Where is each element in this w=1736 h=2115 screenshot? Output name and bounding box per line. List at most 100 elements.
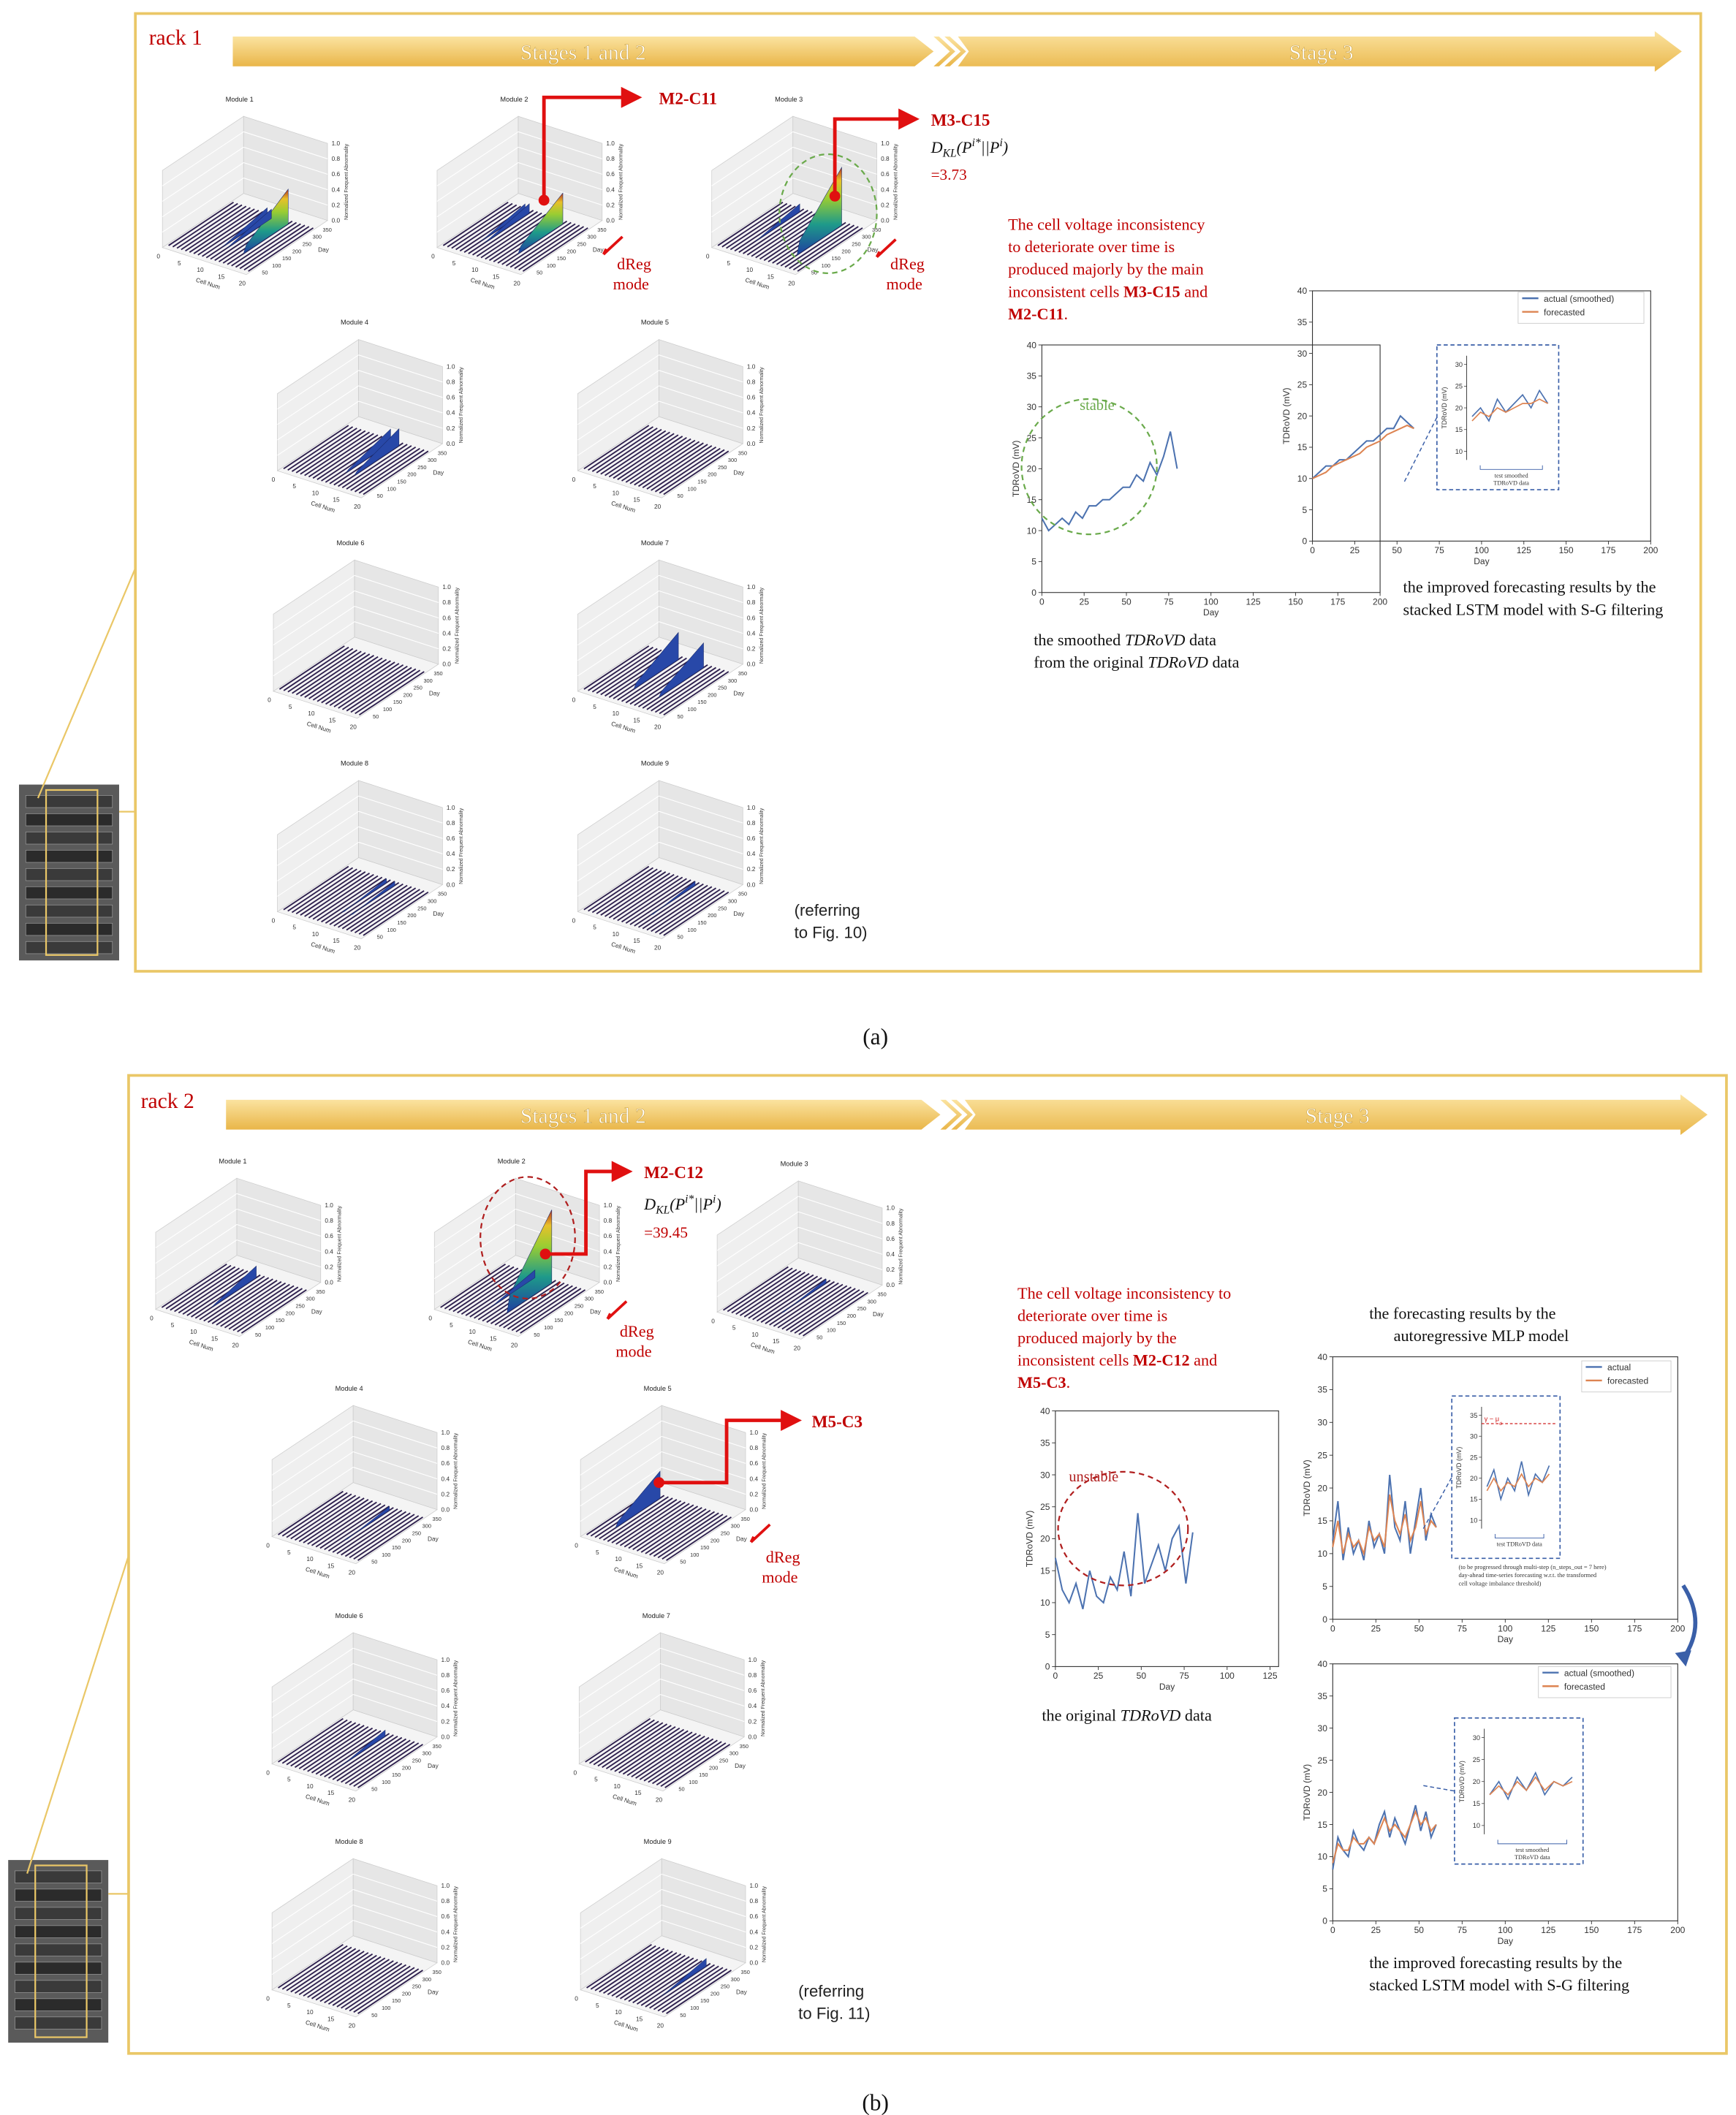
- cell-stripe: [239, 224, 306, 270]
- z-tick-label: 0.6: [441, 1913, 450, 1920]
- cell-stripe: [663, 450, 729, 495]
- cell-stripe: [626, 1731, 693, 1777]
- x-tick-label: 75: [1458, 1623, 1468, 1633]
- cell-stripe: [286, 1720, 352, 1766]
- wall-grid: [358, 354, 443, 383]
- z-tick-label: 1.0: [747, 583, 756, 591]
- wall-grid: [162, 178, 244, 233]
- day-tick-label: 250: [412, 1530, 421, 1536]
- legend-box: [1581, 1360, 1672, 1393]
- wall-grid: [798, 1211, 883, 1239]
- wall-grid: [577, 826, 659, 881]
- module-plot: [276, 338, 444, 498]
- x-tick-label: 200: [1643, 545, 1658, 555]
- cell-tick-label: 0: [711, 1317, 715, 1324]
- cell-stripe: [283, 865, 349, 911]
- cell-stripe: [341, 665, 408, 710]
- wall-grid: [353, 1663, 438, 1691]
- cell-stripe: [603, 1496, 669, 1541]
- wall-grid: [236, 1193, 321, 1221]
- inset-y-label: TDRoVD (mV): [1458, 1761, 1466, 1802]
- module-title: Module 6: [336, 1612, 363, 1620]
- cell-stripe: [591, 428, 658, 472]
- wall-grid: [353, 1888, 438, 1917]
- z-tick-label: 0.4: [441, 1702, 450, 1709]
- data-line: [1311, 414, 1415, 479]
- module-plot: [273, 559, 439, 719]
- module-title: Module 2: [500, 96, 528, 103]
- module-plot: [271, 1858, 438, 2018]
- day-tick-label: 300: [868, 1298, 876, 1305]
- cell-stripe: [637, 883, 704, 928]
- z-axis-label: Normalized Frequent Abnormality: [619, 143, 624, 220]
- inset-bracket: [1497, 1839, 1567, 1845]
- cell-tick-label: 5: [171, 1321, 175, 1329]
- kl-value: =3.73: [931, 166, 967, 183]
- cell-tick-label: 15: [633, 716, 640, 724]
- abnormal-band: [349, 881, 395, 916]
- z-tick-label: 0.0: [747, 881, 756, 888]
- legend-label: actual (smoothed): [1564, 1668, 1634, 1678]
- cell-stripe: [494, 1281, 561, 1326]
- referring-note: to Fig. 10): [795, 924, 868, 942]
- text-part: ||P: [694, 1195, 713, 1213]
- dreg-label: dReg: [890, 254, 925, 273]
- inset-y-tick-label: 10: [1470, 1516, 1477, 1524]
- y-tick-label: 10: [1027, 525, 1037, 536]
- cell-stripe: [585, 1717, 651, 1763]
- y-tick-label: 20: [1040, 1534, 1050, 1544]
- z-tick-label: 0.6: [881, 170, 890, 178]
- chart-caption: from the original TDRoVD data: [1034, 653, 1239, 671]
- cell-tick-label: 5: [593, 924, 596, 931]
- cell-stripe: [731, 1269, 797, 1314]
- cell-stripe: [278, 1717, 344, 1763]
- cell-stripe: [300, 652, 366, 697]
- cell-stripe: [281, 1719, 348, 1764]
- legend-box: [1517, 292, 1645, 324]
- day-tick-label: 50: [811, 270, 817, 276]
- x-tick-label: 50: [1392, 545, 1403, 555]
- day-tick-label: 350: [597, 227, 606, 233]
- rack-shelf: [25, 849, 113, 863]
- y-tick-label: 10: [1318, 1549, 1328, 1559]
- legend-label: forecasted: [1607, 1376, 1648, 1386]
- cell-stripe: [235, 223, 301, 268]
- z-tick-label: 0.6: [748, 1687, 757, 1694]
- inset-frame: [1454, 1717, 1584, 1865]
- cell-stripe: [240, 1289, 307, 1334]
- wall-grid: [577, 400, 659, 456]
- wall-grid: [271, 1435, 354, 1491]
- day-tick-label: 200: [567, 248, 576, 254]
- inset-connector: [1422, 1476, 1452, 1529]
- day-tick-label: 200: [564, 1310, 573, 1316]
- dreg-label: dReg: [766, 1548, 800, 1566]
- cell-stripe: [756, 1277, 822, 1322]
- dreg-label: mode: [762, 1568, 797, 1587]
- cell-tick-label: 20: [349, 2022, 356, 2029]
- z-tick-label: 0.6: [325, 1232, 333, 1239]
- z-axis-label: Normalized Frequent Abnormality: [759, 367, 765, 444]
- z-tick-label: 0.6: [606, 170, 615, 178]
- cell-stripe: [303, 1726, 369, 1771]
- cell-tick-label: 0: [428, 1315, 432, 1322]
- summary-line: deteriorate over time is: [1017, 1306, 1167, 1324]
- text-part: stacked LSTM model with S-G filtering: [1369, 1976, 1629, 1994]
- text-part: TDRoVD: [1121, 1706, 1181, 1724]
- wall-grid: [659, 354, 743, 383]
- stage-chevron: [951, 1099, 973, 1130]
- cell-stripe: [625, 879, 691, 924]
- wall-grid: [716, 1196, 799, 1251]
- module-title: Module 4: [336, 1385, 363, 1392]
- wall-grid: [354, 590, 439, 619]
- cell-stripe: [583, 425, 650, 470]
- wall-grid: [433, 1224, 516, 1280]
- cell-stripe: [311, 1728, 377, 1774]
- cell-stripe: [172, 202, 238, 248]
- day-axis-label: Day: [428, 1762, 439, 1769]
- y-tick-label: 40: [1297, 286, 1308, 296]
- rack-shelf: [15, 1998, 102, 2011]
- wall-grid: [716, 1226, 799, 1282]
- text-part: the original: [1042, 1706, 1120, 1724]
- z-tick-label: 0.2: [441, 1490, 450, 1497]
- x-tick-label: 75: [1458, 1925, 1468, 1935]
